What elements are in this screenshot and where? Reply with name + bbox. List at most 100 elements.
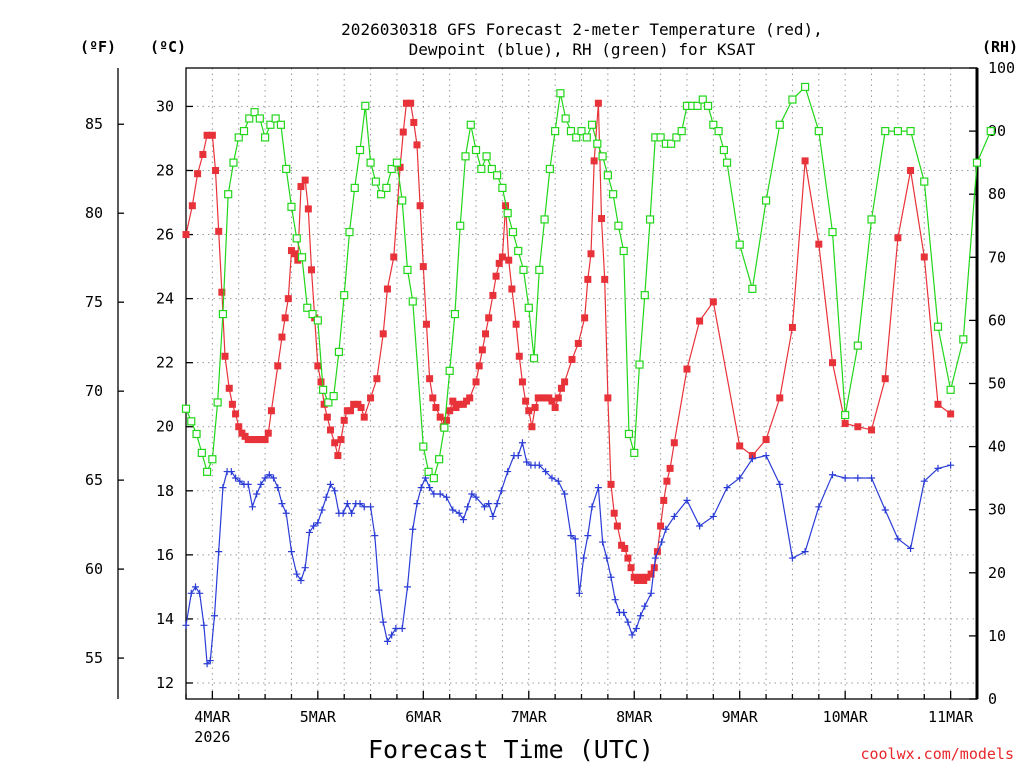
dewpoint-point (293, 570, 301, 578)
relative-humidity-point (972, 158, 982, 167)
2-meter-temperature-point (221, 352, 229, 360)
celsius-tick-label: 18 (156, 482, 174, 500)
dewpoint-point (371, 532, 379, 540)
dewpoint-point (829, 471, 837, 479)
celsius-tick-label: 20 (156, 418, 174, 436)
2-meter-temperature-point (518, 378, 526, 386)
dewpoint-point (762, 452, 770, 460)
2-meter-temperature-point (881, 375, 889, 383)
dewpoint-point (443, 493, 451, 501)
relative-humidity-point (297, 253, 307, 262)
dewpoint-point (200, 621, 208, 629)
relative-humidity-point (906, 126, 915, 136)
relative-humidity-point (340, 291, 349, 300)
dewpoint-point (881, 506, 889, 514)
relative-humidity-point (867, 215, 876, 224)
relative-humidity-point (350, 183, 359, 192)
2-meter-temperature-point (696, 317, 704, 325)
2-meter-temperature-point (598, 215, 606, 223)
x-axis-title: Forecast Time (UTC) (368, 735, 654, 764)
dewpoint-point (947, 461, 955, 469)
2-meter-temperature-point (436, 413, 444, 421)
relative-humidity-point (529, 354, 539, 363)
2-meter-temperature-point (396, 163, 404, 171)
relative-humidity-point (355, 145, 365, 155)
rh-tick-label: 30 (988, 501, 1006, 519)
relative-humidity-point (735, 240, 744, 249)
relative-humidity-point (329, 392, 338, 401)
dewpoint-point (375, 586, 383, 594)
2-meter-temperature-point (466, 394, 474, 402)
relative-humidity-point (181, 404, 191, 413)
celsius-tick-label: 16 (156, 546, 174, 564)
relative-humidity-point (392, 158, 402, 167)
2-meter-temperature-point (301, 176, 309, 184)
dewpoint-point (748, 455, 756, 463)
2-meter-temperature-point (537, 394, 545, 402)
fahrenheit-tick-label: 70 (85, 382, 103, 400)
relative-humidity-point (841, 410, 850, 420)
rh-tick-label: 100 (988, 59, 1015, 77)
2-meter-temperature-point (934, 400, 942, 408)
rh-tick-label: 0 (988, 690, 997, 708)
2-meter-temperature-point (426, 375, 434, 383)
dewpoint-point (331, 487, 339, 495)
2-meter-temperature-point (314, 362, 322, 370)
dewpoint-point (403, 583, 411, 591)
2-meter-temperature-point (402, 99, 410, 107)
celsius-tick-label: 22 (156, 354, 174, 372)
2-meter-temperature-line (185, 102, 951, 582)
dewpoint-point (523, 458, 531, 466)
dewpoint-point (318, 506, 326, 514)
2-meter-temperature-point (218, 288, 226, 296)
2-meter-temperature-point (528, 423, 536, 431)
dewpoint-point (206, 657, 214, 665)
2-meter-temperature-point (788, 323, 796, 331)
dewpoint-point (379, 618, 387, 626)
2-meter-temperature-point (829, 359, 837, 367)
relative-humidity-point (366, 158, 375, 167)
relative-humidity-point (456, 221, 465, 230)
2-meter-temperature-point (736, 442, 744, 450)
dewpoint-point (658, 538, 666, 546)
2-meter-temperature-point (841, 420, 849, 428)
x-tick-label: 9MAR (722, 708, 759, 726)
x-tick-label: 11MAR (928, 708, 974, 726)
axes (117, 67, 979, 700)
relative-humidity-point (482, 152, 491, 161)
relative-humidity-point (761, 196, 771, 205)
dewpoint-point (801, 548, 809, 556)
2-meter-temperature-point (383, 285, 391, 293)
2-meter-temperature-point (587, 250, 595, 258)
2-meter-temperature-point (347, 407, 355, 415)
relative-humidity-point (959, 335, 968, 344)
relative-humidity-point (361, 101, 370, 110)
2-meter-temperature-point (581, 314, 589, 322)
relative-humidity-point (377, 190, 386, 199)
2-meter-temperature-point (709, 298, 717, 306)
2-meter-temperature-point (367, 394, 375, 402)
dewpoint-point (493, 500, 501, 508)
dewpoint-point (489, 512, 497, 520)
dewpoint-point (219, 484, 227, 492)
relative-humidity-point (609, 190, 618, 199)
2-meter-temperature-point (432, 404, 440, 412)
relative-humidity-point (545, 164, 554, 174)
relative-humidity-point (508, 227, 518, 237)
2-meter-temperature-point (244, 436, 252, 444)
2-meter-temperature-point (561, 378, 569, 386)
dewpoint-point (310, 522, 318, 530)
2-meter-temperature-point (235, 423, 243, 431)
relative-humidity-point (748, 284, 757, 293)
2-meter-temperature-point (489, 291, 497, 299)
dewpoint-point (383, 637, 391, 645)
dewpoint-point (632, 625, 640, 633)
2-meter-temperature-point (663, 477, 671, 485)
relative-humidity-point (187, 417, 196, 426)
relative-humidity-point (933, 322, 943, 331)
dewpoint-point (468, 490, 476, 498)
relative-humidity-point (624, 429, 634, 439)
2-meter-temperature-point (920, 253, 928, 261)
2-meter-temperature-point (515, 352, 523, 360)
2-meter-temperature-point (203, 131, 211, 139)
